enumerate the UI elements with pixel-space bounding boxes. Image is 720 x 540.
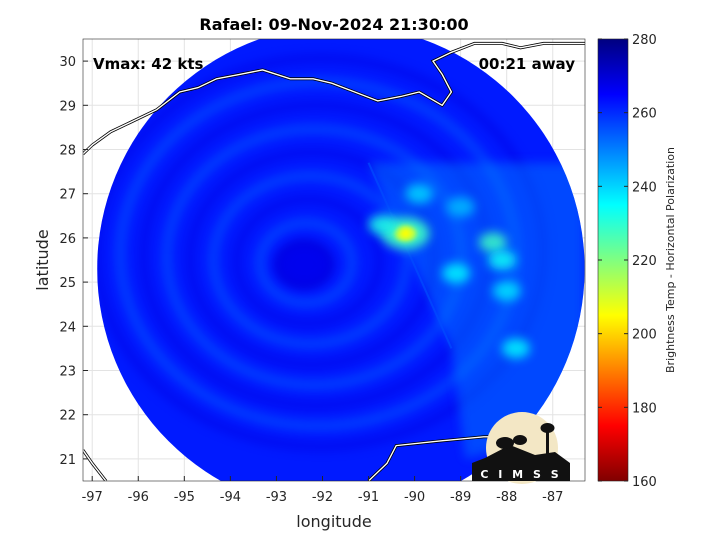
convective-features — [278, 183, 530, 359]
y-axis-ticks: 21 22 23 24 25 26 27 28 29 30 — [59, 55, 88, 468]
x-tick-label: -96 — [128, 490, 149, 505]
x-tick-label: -94 — [220, 490, 241, 505]
north-arc-1 — [405, 183, 434, 204]
colorbar-tick-label: 260 — [632, 107, 657, 122]
chart-title: Rafael: 09-Nov-2024 21:30:00 — [199, 15, 468, 34]
vmax-annotation: Vmax: 42 kts — [93, 55, 203, 73]
cimss-logo: C I M S S — [472, 412, 570, 484]
band-east-4 — [501, 338, 530, 359]
y-tick-label: 28 — [59, 144, 76, 159]
y-tick-label: 23 — [59, 365, 76, 380]
colorbar-tick-label: 240 — [632, 180, 657, 195]
band-east-1 — [478, 232, 507, 253]
band-east-3 — [492, 280, 521, 301]
y-tick-label: 22 — [59, 409, 76, 424]
plot-frame — [82, 38, 586, 482]
colorbar-label: Brightness Temp - Horizontal Polarizatio… — [664, 147, 677, 373]
logo-tower-tank — [540, 423, 555, 433]
coastline — [83, 41, 585, 481]
y-tick-label: 30 — [59, 55, 76, 70]
y-tick-label: 29 — [59, 99, 76, 114]
spiral-band — [208, 171, 412, 349]
colorbar-tick-label: 220 — [632, 254, 657, 269]
logo-dish-1 — [496, 437, 514, 449]
band-inner — [368, 214, 397, 235]
x-tick-label: -92 — [312, 490, 333, 505]
mexico-coast — [83, 449, 107, 481]
logo-text: C I M S S — [480, 468, 561, 481]
spiral-band — [255, 218, 357, 308]
coastline-line — [83, 42, 585, 155]
y-tick-label: 26 — [59, 232, 76, 247]
y-axis-label: latitude — [33, 229, 52, 290]
y-tick-label: 24 — [59, 320, 76, 335]
x-axis-label: longitude — [296, 512, 371, 531]
microwave-swath — [97, 39, 585, 481]
colorbar-tick-label: 180 — [632, 401, 657, 416]
x-tick-label: -95 — [174, 490, 195, 505]
colorbar-ticks: 160 180 200 220 240 260 280 — [598, 33, 657, 490]
north-arc-2 — [446, 196, 475, 217]
x-tick-label: -97 — [82, 490, 103, 505]
y-tick-label: 21 — [59, 453, 76, 468]
time-away-annotation: 00:21 away — [479, 55, 576, 73]
x-tick-label: -88 — [496, 490, 517, 505]
x-tick-label: -89 — [450, 490, 471, 505]
y-tick-label: 27 — [59, 188, 76, 203]
x-tick-label: -87 — [542, 490, 563, 505]
eye-cold — [278, 244, 331, 285]
band-east-2 — [488, 250, 517, 270]
swath-seam — [367, 162, 453, 349]
logo-tower — [546, 430, 549, 460]
x-tick-label: -93 — [266, 490, 287, 505]
colorbar — [597, 38, 629, 482]
logo-dish-2 — [513, 435, 527, 445]
logo-landscape — [472, 445, 570, 481]
colorbar-tick-label: 160 — [632, 475, 657, 490]
colorbar-tick-label: 280 — [632, 33, 657, 48]
convective-core — [400, 229, 411, 238]
x-axis-ticks: -97 -96 -95 -94 -93 -92 -91 -90 -89 -88 -87 — [82, 476, 563, 505]
x-tick-label: -91 — [358, 490, 379, 505]
x-tick-label: -90 — [404, 490, 425, 505]
y-tick-label: 25 — [59, 276, 76, 291]
band-south — [442, 263, 471, 284]
colorbar-tick-label: 200 — [632, 328, 657, 343]
spiral-band — [232, 194, 384, 328]
